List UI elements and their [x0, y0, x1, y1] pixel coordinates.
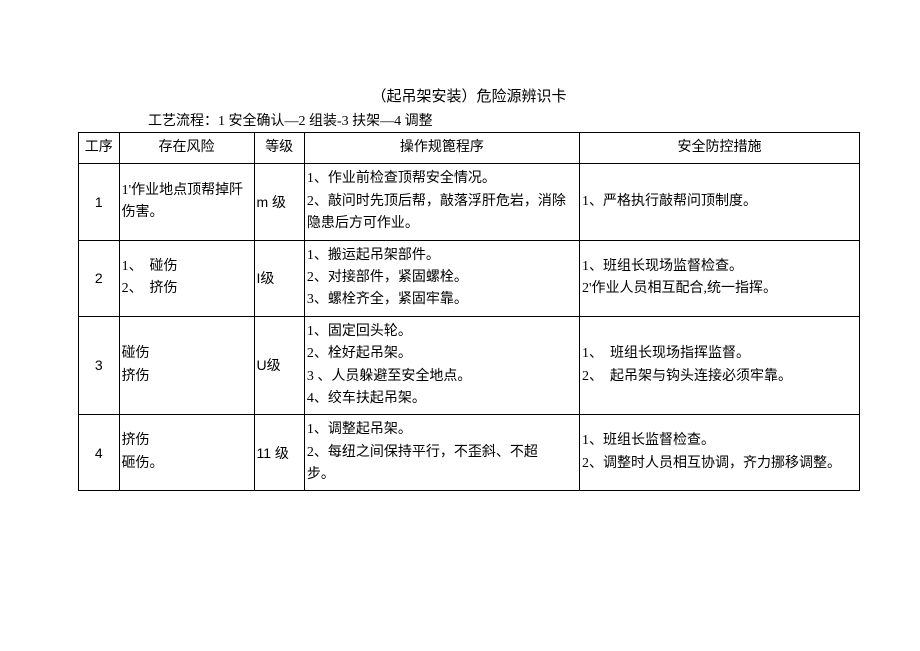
cell-measures: 1、班组长监督检查。2、调整时人员相互协调，齐力挪移调整。 [579, 415, 859, 491]
cell-measures: 1、 班组长现场指挥监督。2、 起吊架与钩头连接必须牢靠。 [579, 316, 859, 415]
cell-measures: 1、班组长现场监督检查。2'作业人员相互配合,统一指挥。 [579, 240, 859, 316]
table-row: 4 挤伤砸伤。 11 级 1、调整起吊架。2、每纽之间保持平行，不歪斜、不超步。… [79, 415, 860, 491]
document-page: （起吊架安装）危险源辨识卡 工艺流程：1 安全确认—2 组装-3 扶架—4 调整… [0, 0, 920, 491]
cell-risk: 碰伤挤伤 [119, 316, 254, 415]
cell-seq: 2 [79, 240, 120, 316]
cell-level: m 级 [254, 164, 304, 240]
cell-level: I级 [254, 240, 304, 316]
cell-procedure: 1、作业前检查顶帮安全情况。2、敲问时先顶后帮，敲落浮肝危岩，消除隐患后方可作业… [304, 164, 579, 240]
table-row: 2 1、 碰伤2、 挤伤 I级 1、搬运起吊架部件。2、对接部件，紧固螺栓。3、… [79, 240, 860, 316]
cell-risk: 1'作业地点顶帮掉阡伤害。 [119, 164, 254, 240]
cell-level: U级 [254, 316, 304, 415]
cell-seq: 3 [79, 316, 120, 415]
cell-procedure: 1、固定回头轮。2、栓好起吊架。3 、人员躲避至安全地点。4、绞车扶起吊架。 [304, 316, 579, 415]
header-seq: 工序 [79, 133, 120, 164]
header-risk: 存在风险 [119, 133, 254, 164]
header-measures: 安全防控措施 [579, 133, 859, 164]
cell-risk: 挤伤砸伤。 [119, 415, 254, 491]
hazard-table: 工序 存在风险 等级 操作规篦程序 安全防控措施 1 1'作业地点顶帮掉阡伤害。… [78, 132, 860, 491]
cell-risk: 1、 碰伤2、 挤伤 [119, 240, 254, 316]
document-title: （起吊架安装）危险源辨识卡 [78, 85, 860, 106]
table-header-row: 工序 存在风险 等级 操作规篦程序 安全防控措施 [79, 133, 860, 164]
cell-measures: 1、严格执行敲帮问顶制度。 [579, 164, 859, 240]
table-body: 1 1'作业地点顶帮掉阡伤害。 m 级 1、作业前检查顶帮安全情况。2、敲问时先… [79, 164, 860, 491]
header-level: 等级 [254, 133, 304, 164]
process-flow-line: 工艺流程：1 安全确认—2 组装-3 扶架—4 调整 [148, 110, 860, 130]
cell-procedure: 1、调整起吊架。2、每纽之间保持平行，不歪斜、不超步。 [304, 415, 579, 491]
cell-seq: 1 [79, 164, 120, 240]
header-procedure: 操作规篦程序 [304, 133, 579, 164]
table-row: 1 1'作业地点顶帮掉阡伤害。 m 级 1、作业前检查顶帮安全情况。2、敲问时先… [79, 164, 860, 240]
cell-level: 11 级 [254, 415, 304, 491]
cell-seq: 4 [79, 415, 120, 491]
cell-procedure: 1、搬运起吊架部件。2、对接部件，紧固螺栓。3、螺栓齐全，紧固牢靠。 [304, 240, 579, 316]
table-row: 3 碰伤挤伤 U级 1、固定回头轮。2、栓好起吊架。3 、人员躲避至安全地点。4… [79, 316, 860, 415]
